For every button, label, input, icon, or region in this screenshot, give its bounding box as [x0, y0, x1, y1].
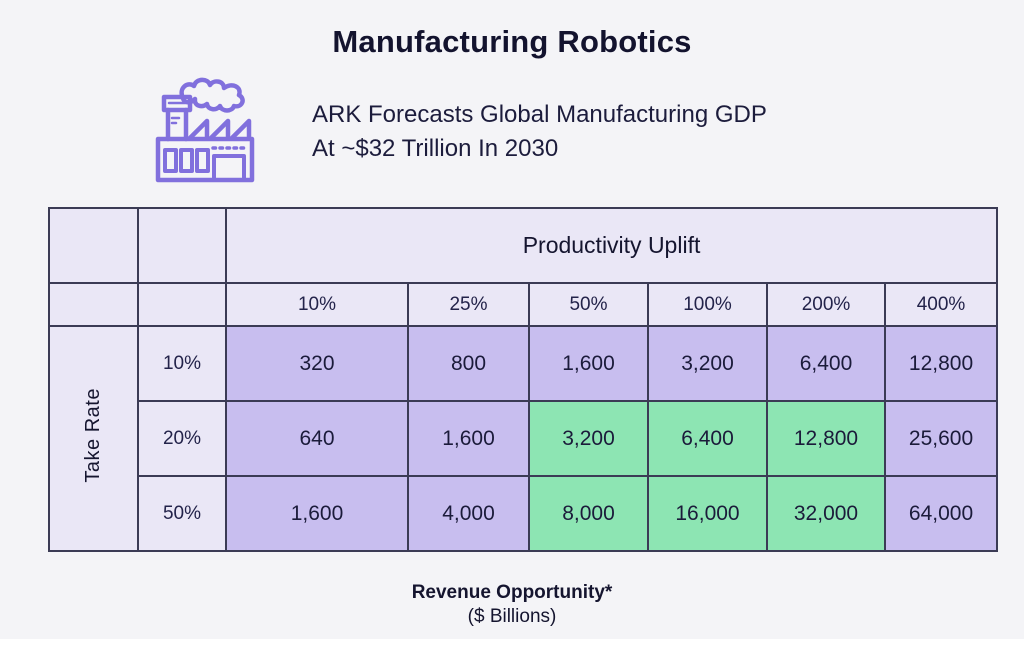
table-cell: 4,000 [407, 475, 530, 552]
column-header-25pct: 25% [407, 282, 530, 327]
column-header-200pct: 200% [766, 282, 886, 327]
corner-cell [48, 207, 139, 284]
table-cell: 320 [225, 325, 409, 402]
subtitle: ARK Forecasts Global Manufacturing GDP A… [312, 98, 767, 166]
table-cell: 6,400 [766, 325, 886, 402]
table-cell: 8,000 [528, 475, 649, 552]
row-group-header-label: Take Rate [82, 388, 104, 483]
corner-cell [137, 282, 227, 327]
corner-cell [48, 282, 139, 327]
table-cell: 3,200 [528, 400, 649, 477]
table-cell: 1,600 [407, 400, 530, 477]
table-cell: 32,000 [766, 475, 886, 552]
column-header-400pct: 400% [883, 282, 999, 327]
table-cell: 800 [407, 325, 530, 402]
row-header-10pct: 10% [137, 325, 227, 402]
subtitle-line-2: At ~$32 Trillion In 2030 [312, 135, 559, 162]
corner-cell [137, 207, 227, 284]
row-group-header: Take Rate [48, 325, 139, 552]
column-header-10pct: 10% [225, 282, 409, 327]
row-header-20pct: 20% [137, 400, 227, 477]
revenue-opportunity-table: Productivity Uplift 10% 25% 50% 100% 200… [48, 207, 999, 552]
factory-icon [150, 76, 260, 188]
column-group-header: Productivity Uplift [224, 207, 999, 284]
footer-title: Revenue Opportunity* [411, 582, 613, 603]
bottom-strip [0, 639, 1024, 645]
column-header-50pct: 50% [528, 282, 649, 327]
table-cell: 1,600 [528, 325, 649, 402]
table-cell: 25,600 [883, 400, 999, 477]
table-cell: 12,800 [883, 325, 999, 402]
footer-units: ($ Billions) [467, 606, 557, 627]
row-header-50pct: 50% [137, 475, 227, 552]
column-header-100pct: 100% [647, 282, 768, 327]
table-cell: 3,200 [647, 325, 768, 402]
table-cell: 640 [225, 400, 409, 477]
table-cell: 16,000 [647, 475, 768, 552]
table-cell: 12,800 [766, 400, 886, 477]
page-title: Manufacturing Robotics [332, 24, 692, 59]
table-cell: 1,600 [225, 475, 409, 552]
footer-caption: Revenue Opportunity* ($ Billions) [0, 582, 1024, 628]
subtitle-line-1: ARK Forecasts Global Manufacturing GDP [312, 101, 767, 128]
hero-section: ARK Forecasts Global Manufacturing GDP A… [150, 76, 1024, 188]
table-cell: 64,000 [883, 475, 999, 552]
table-cell: 6,400 [647, 400, 768, 477]
